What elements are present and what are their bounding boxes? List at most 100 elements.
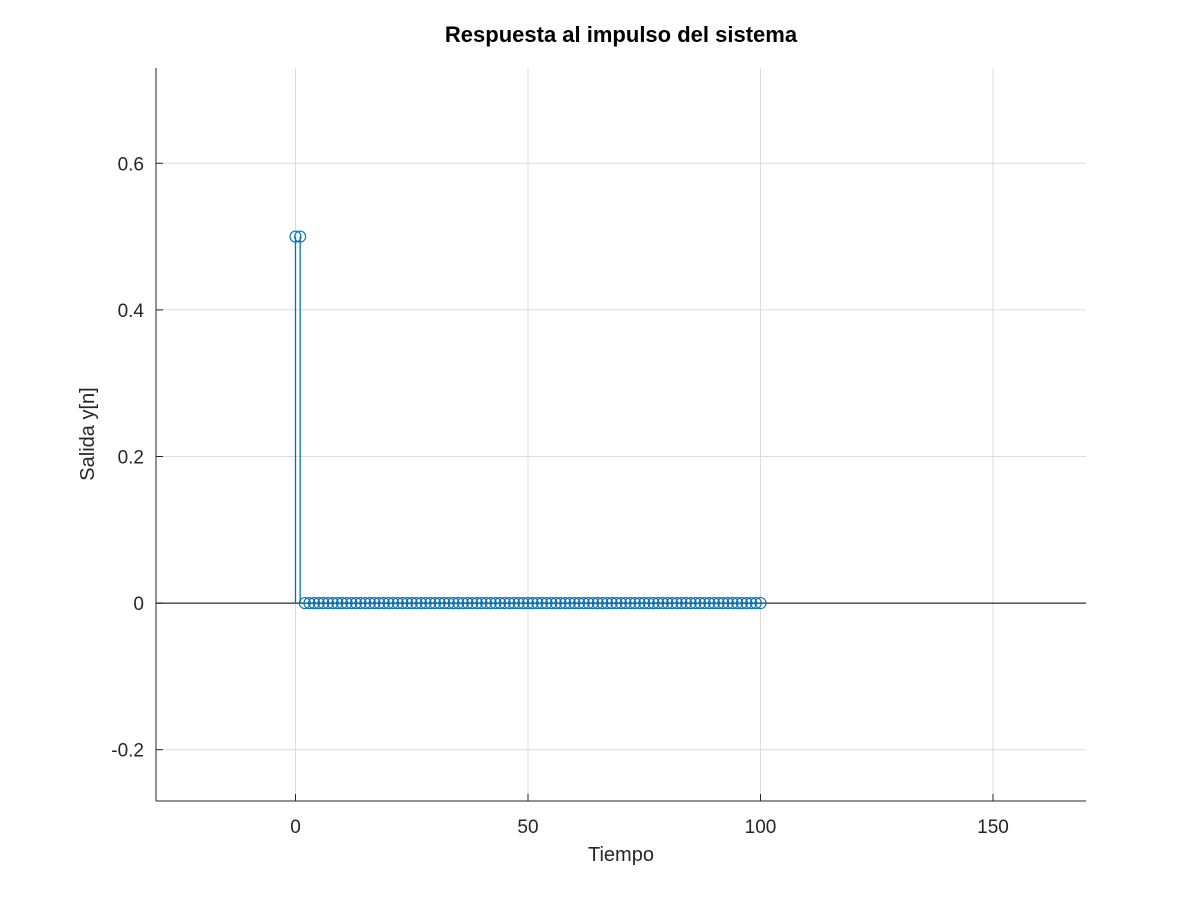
stem-marker bbox=[740, 597, 753, 610]
stem-marker bbox=[642, 597, 655, 610]
stem-marker bbox=[596, 597, 609, 610]
stem-marker bbox=[456, 597, 469, 610]
stem-marker bbox=[712, 597, 725, 610]
stem-marker bbox=[345, 597, 358, 610]
stem-marker bbox=[735, 597, 748, 610]
y-tick-label: 0.6 bbox=[118, 154, 144, 175]
stem-marker bbox=[554, 597, 567, 610]
stem-marker bbox=[391, 597, 404, 610]
stem-marker bbox=[349, 597, 363, 610]
stem-marker bbox=[466, 597, 479, 610]
stem-marker bbox=[363, 597, 376, 610]
stem-marker bbox=[559, 597, 572, 610]
stem-marker bbox=[424, 597, 437, 610]
stem-marker bbox=[507, 597, 521, 610]
stem-marker bbox=[382, 597, 395, 610]
stem-marker bbox=[494, 597, 507, 610]
stem-marker bbox=[717, 597, 730, 610]
chart-title: Respuesta al impulso del sistema bbox=[445, 22, 798, 47]
x-tick-label: 100 bbox=[745, 817, 777, 838]
stem-marker bbox=[489, 597, 502, 610]
stem-marker bbox=[484, 597, 497, 610]
stem-marker bbox=[656, 597, 669, 610]
stem-marker bbox=[326, 597, 339, 610]
stem-marker bbox=[396, 597, 409, 610]
stem-marker bbox=[628, 597, 642, 610]
stem-marker bbox=[433, 597, 446, 610]
stem-marker bbox=[582, 597, 595, 610]
stem-marker bbox=[563, 597, 576, 610]
y-tick-label: 0 bbox=[133, 594, 144, 615]
stem-marker bbox=[321, 597, 335, 610]
stems bbox=[294, 236, 301, 604]
stem-marker bbox=[503, 597, 516, 610]
stem-marker bbox=[633, 597, 646, 610]
stem-marker bbox=[470, 597, 483, 610]
y-axis-label: Salida y[n] bbox=[77, 387, 99, 480]
stem-marker bbox=[721, 597, 735, 610]
x-tick-label: 50 bbox=[517, 817, 538, 838]
stem-marker bbox=[512, 597, 525, 610]
stem-marker bbox=[461, 597, 474, 610]
stem-marker bbox=[749, 597, 762, 610]
stem-marker bbox=[624, 597, 637, 610]
stem-marker bbox=[614, 597, 628, 610]
stem-marker bbox=[703, 597, 716, 610]
stem-marker bbox=[377, 597, 390, 610]
y-tick-label: -0.2 bbox=[111, 741, 144, 762]
stem-marker bbox=[359, 597, 372, 610]
stem-marker bbox=[331, 597, 344, 610]
stem-marker bbox=[447, 597, 460, 610]
stem-marker bbox=[666, 597, 679, 610]
stem-marker bbox=[452, 597, 465, 610]
stem-marker bbox=[680, 597, 693, 610]
stem-marker bbox=[442, 597, 456, 610]
stem-marker bbox=[661, 597, 674, 610]
stem-marker bbox=[373, 597, 386, 610]
stem-marker bbox=[652, 597, 665, 610]
stem-marker bbox=[600, 597, 614, 610]
axes bbox=[155, 68, 1086, 802]
stem-marker bbox=[549, 597, 562, 610]
x-tick-label: 0 bbox=[290, 817, 301, 838]
stem-marker bbox=[693, 597, 707, 610]
stem-marker bbox=[521, 597, 535, 610]
stem-marker bbox=[419, 597, 432, 610]
stem-marker bbox=[545, 597, 558, 610]
stem-marker bbox=[312, 597, 325, 610]
stem-marker bbox=[517, 597, 530, 610]
stem-marker bbox=[573, 597, 586, 610]
stem-marker bbox=[531, 597, 544, 610]
x-tick-label: 150 bbox=[977, 817, 1009, 838]
stem-marker bbox=[707, 597, 721, 610]
x-axis-label: Tiempo bbox=[588, 844, 654, 866]
stem-marker bbox=[289, 230, 302, 243]
stem-marker bbox=[745, 597, 758, 610]
stem-marker bbox=[587, 597, 600, 610]
stem-marker bbox=[605, 597, 618, 610]
tick-labels: 0 50 100 150 -0.2 0 0.2 0.4 0.6 bbox=[111, 154, 1009, 838]
stem-marker bbox=[405, 597, 418, 610]
stem-marker bbox=[754, 597, 767, 610]
stem-marker bbox=[438, 597, 451, 610]
stem-marker bbox=[303, 597, 316, 610]
stem-marker bbox=[591, 597, 604, 610]
stem-marker bbox=[308, 597, 321, 610]
stem-marker bbox=[535, 597, 549, 610]
stem-marker bbox=[731, 597, 744, 610]
stem-marker bbox=[480, 597, 493, 610]
stem-marker bbox=[428, 597, 442, 610]
stem-marker bbox=[638, 597, 651, 610]
markers bbox=[289, 230, 767, 610]
stem-marker bbox=[298, 597, 311, 610]
stem-marker bbox=[675, 597, 688, 610]
stem-marker bbox=[689, 597, 702, 610]
stem-marker bbox=[410, 597, 423, 610]
stem-marker bbox=[647, 597, 660, 610]
y-tick-label: 0.2 bbox=[118, 447, 144, 468]
stem-marker bbox=[387, 597, 400, 610]
stem-marker bbox=[317, 597, 330, 610]
stem-marker bbox=[577, 597, 590, 610]
stem-marker bbox=[619, 597, 632, 610]
